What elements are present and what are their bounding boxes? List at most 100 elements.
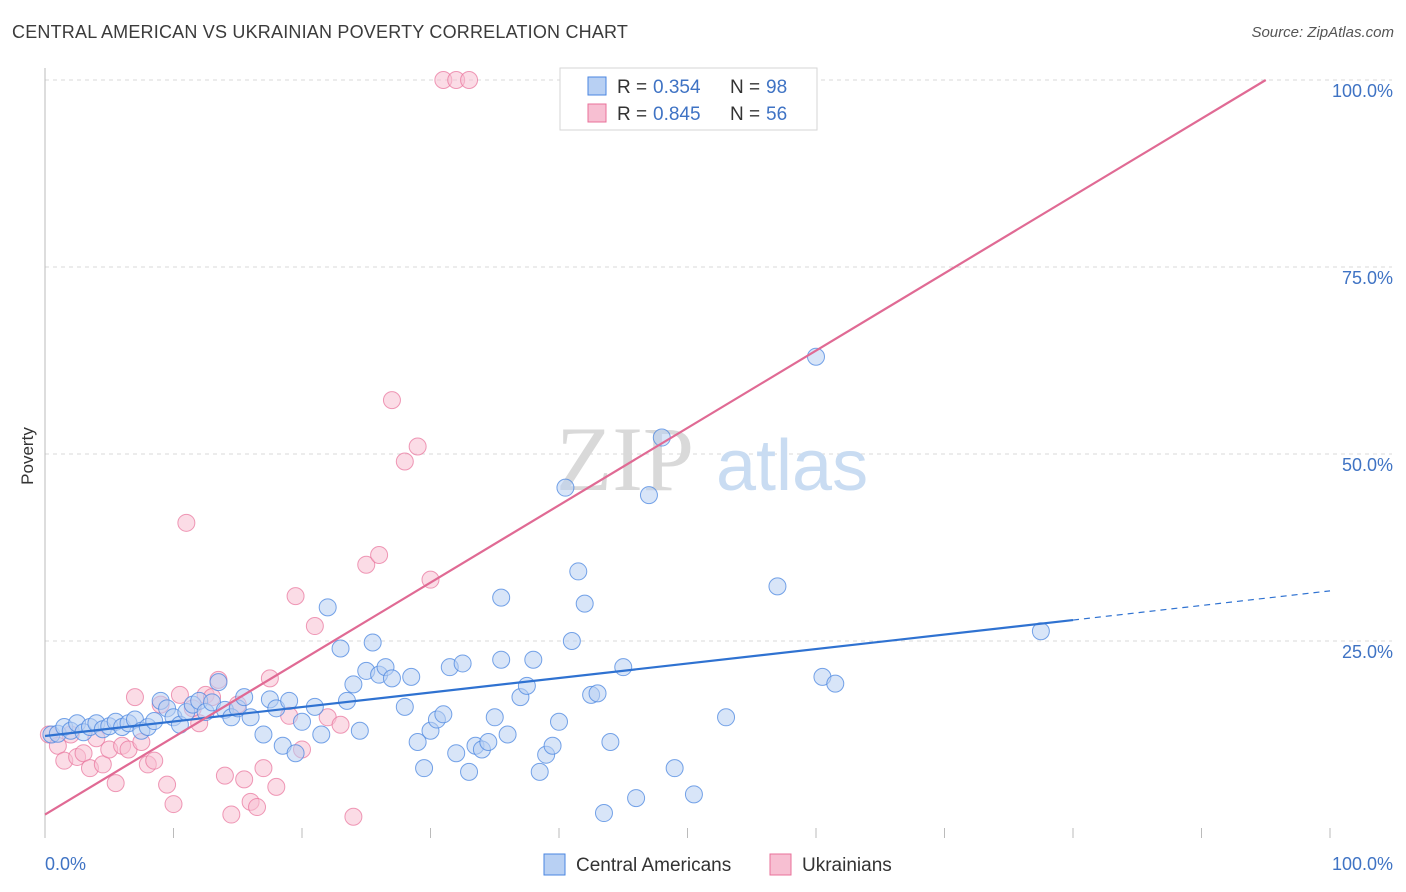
- central-americans-point-51: [395, 697, 414, 716]
- central-americans-point-44: [344, 675, 363, 694]
- central-americans-points: [42, 347, 1050, 823]
- ukrainians-point-33: [254, 759, 273, 778]
- ukrainians-point-18: [158, 775, 177, 794]
- central-americans-point-67: [492, 588, 511, 607]
- y-tick-label-3: 25.0%: [1342, 642, 1393, 662]
- legend-r-value-blue: 0.354: [653, 77, 701, 98]
- central-americans-point-94: [826, 674, 845, 693]
- y-tick-label-1: 75.0%: [1342, 268, 1393, 288]
- ukrainians-point-43: [357, 555, 376, 574]
- x-tick-label-1: 100.0%: [1332, 854, 1393, 874]
- ukrainians-point-39: [305, 617, 324, 636]
- ukrainians-point-28: [222, 805, 241, 824]
- central-americans-point-78: [569, 562, 588, 581]
- central-americans-point-52: [402, 667, 421, 686]
- central-americans-point-79: [575, 594, 594, 613]
- watermark: ZIP atlas: [556, 408, 868, 510]
- central-americans-point-74: [543, 736, 562, 755]
- ukrainians-point-47: [408, 437, 427, 456]
- legend-n-label-pink: N =: [730, 104, 760, 125]
- legend-n-value-pink: 56: [766, 104, 787, 125]
- legend-box: R = 0.354 N = 98 R = 0.845 N = 56: [559, 67, 818, 131]
- ukrainians-point-20: [170, 685, 189, 704]
- legend-swatch-pink: [587, 103, 607, 123]
- central-americans-trend-extension: [1072, 590, 1331, 621]
- central-americans-point-71: [524, 650, 543, 669]
- ukrainians-point-35: [267, 777, 286, 796]
- central-americans-point-54: [415, 759, 434, 778]
- central-americans-point-68: [498, 725, 517, 744]
- watermark-atlas: atlas: [716, 426, 868, 506]
- ukrainians-point-21: [177, 513, 196, 532]
- legend-r-value-pink: 0.845: [653, 104, 701, 125]
- ukrainians-point-13: [125, 688, 144, 707]
- central-americans-point-75: [550, 712, 568, 731]
- legend-n-label-blue: N =: [730, 77, 760, 98]
- central-americans-point-85: [627, 789, 646, 808]
- ukrainians-point-30: [235, 770, 254, 789]
- bottom-legend-swatch-pink: [769, 853, 792, 876]
- central-americans-point-83: [601, 732, 620, 751]
- chart-source: Source: ZipAtlas.com: [1251, 24, 1394, 41]
- central-americans-point-65: [485, 708, 504, 727]
- central-americans-point-76: [556, 478, 575, 497]
- central-americans-point-66: [492, 650, 511, 669]
- central-americans-point-88: [665, 759, 684, 778]
- y-tick-label-0: 100.0%: [1332, 81, 1393, 101]
- legend-swatch-blue: [587, 76, 607, 96]
- central-americans-point-26: [209, 673, 228, 692]
- central-americans-point-81: [588, 684, 607, 703]
- y-axis-label: Poverty: [18, 427, 37, 485]
- ukrainians-point-10: [106, 774, 125, 793]
- central-americans-point-40: [312, 725, 331, 744]
- ukrainians-point-19: [164, 795, 183, 814]
- ukrainians-point-37: [286, 587, 305, 606]
- bottom-legend-swatch-blue: [543, 853, 566, 876]
- central-americans-point-53: [408, 732, 427, 751]
- bottom-legend: Central Americans Ukrainians: [543, 853, 892, 876]
- trend-lines: [44, 79, 1331, 816]
- bottom-legend-label-pink: Ukrainians: [802, 855, 892, 876]
- legend-n-value-blue: 98: [766, 77, 787, 98]
- ukrainians-point-42: [344, 807, 363, 826]
- ukrainians-point-27: [215, 766, 234, 785]
- chart-title: CENTRAL AMERICAN VS UKRAINIAN POVERTY CO…: [12, 22, 629, 42]
- central-americans-point-38: [293, 712, 311, 731]
- central-americans-point-32: [254, 725, 273, 744]
- ukrainians-trend-line: [44, 79, 1267, 816]
- central-americans-point-89: [684, 785, 703, 804]
- ukrainians-point-44: [370, 545, 389, 564]
- central-americans-point-72: [530, 762, 549, 781]
- ukrainians-point-41: [331, 715, 350, 734]
- central-americans-point-84: [614, 658, 633, 677]
- gridlines: [45, 79, 1392, 642]
- y-tick-label-2: 50.0%: [1342, 455, 1393, 475]
- central-americans-point-47: [363, 633, 382, 652]
- ukrainians-point-16: [145, 751, 164, 770]
- central-americans-point-45: [350, 721, 369, 740]
- central-americans-point-60: [453, 654, 472, 673]
- axes: [44, 68, 1331, 838]
- central-americans-point-50: [382, 669, 401, 688]
- tick-labels: 100.0% 75.0% 50.0% 25.0% 0.0% 100.0%: [45, 81, 1393, 874]
- ukrainians-point-46: [395, 452, 414, 471]
- bottom-legend-label-blue: Central Americans: [576, 855, 731, 876]
- central-americans-point-42: [331, 639, 350, 658]
- central-americans-point-82: [594, 804, 613, 823]
- central-americans-trend-line: [44, 618, 1074, 738]
- legend-r-label-pink: R =: [617, 104, 647, 125]
- central-americans-point-57: [434, 705, 453, 724]
- central-americans-point-37: [286, 744, 305, 763]
- central-americans-point-86: [639, 486, 658, 505]
- central-americans-point-91: [768, 577, 787, 596]
- central-americans-point-77: [562, 632, 581, 650]
- ukrainians-point-5: [74, 744, 93, 763]
- ukrainians-point-45: [382, 391, 401, 410]
- central-americans-point-16: [145, 712, 164, 731]
- legend-r-label-blue: R =: [617, 77, 647, 98]
- ukrainians-point-51: [460, 71, 479, 89]
- central-americans-point-61: [460, 762, 479, 781]
- x-tick-label-0: 0.0%: [45, 854, 86, 874]
- central-americans-point-64: [479, 732, 498, 751]
